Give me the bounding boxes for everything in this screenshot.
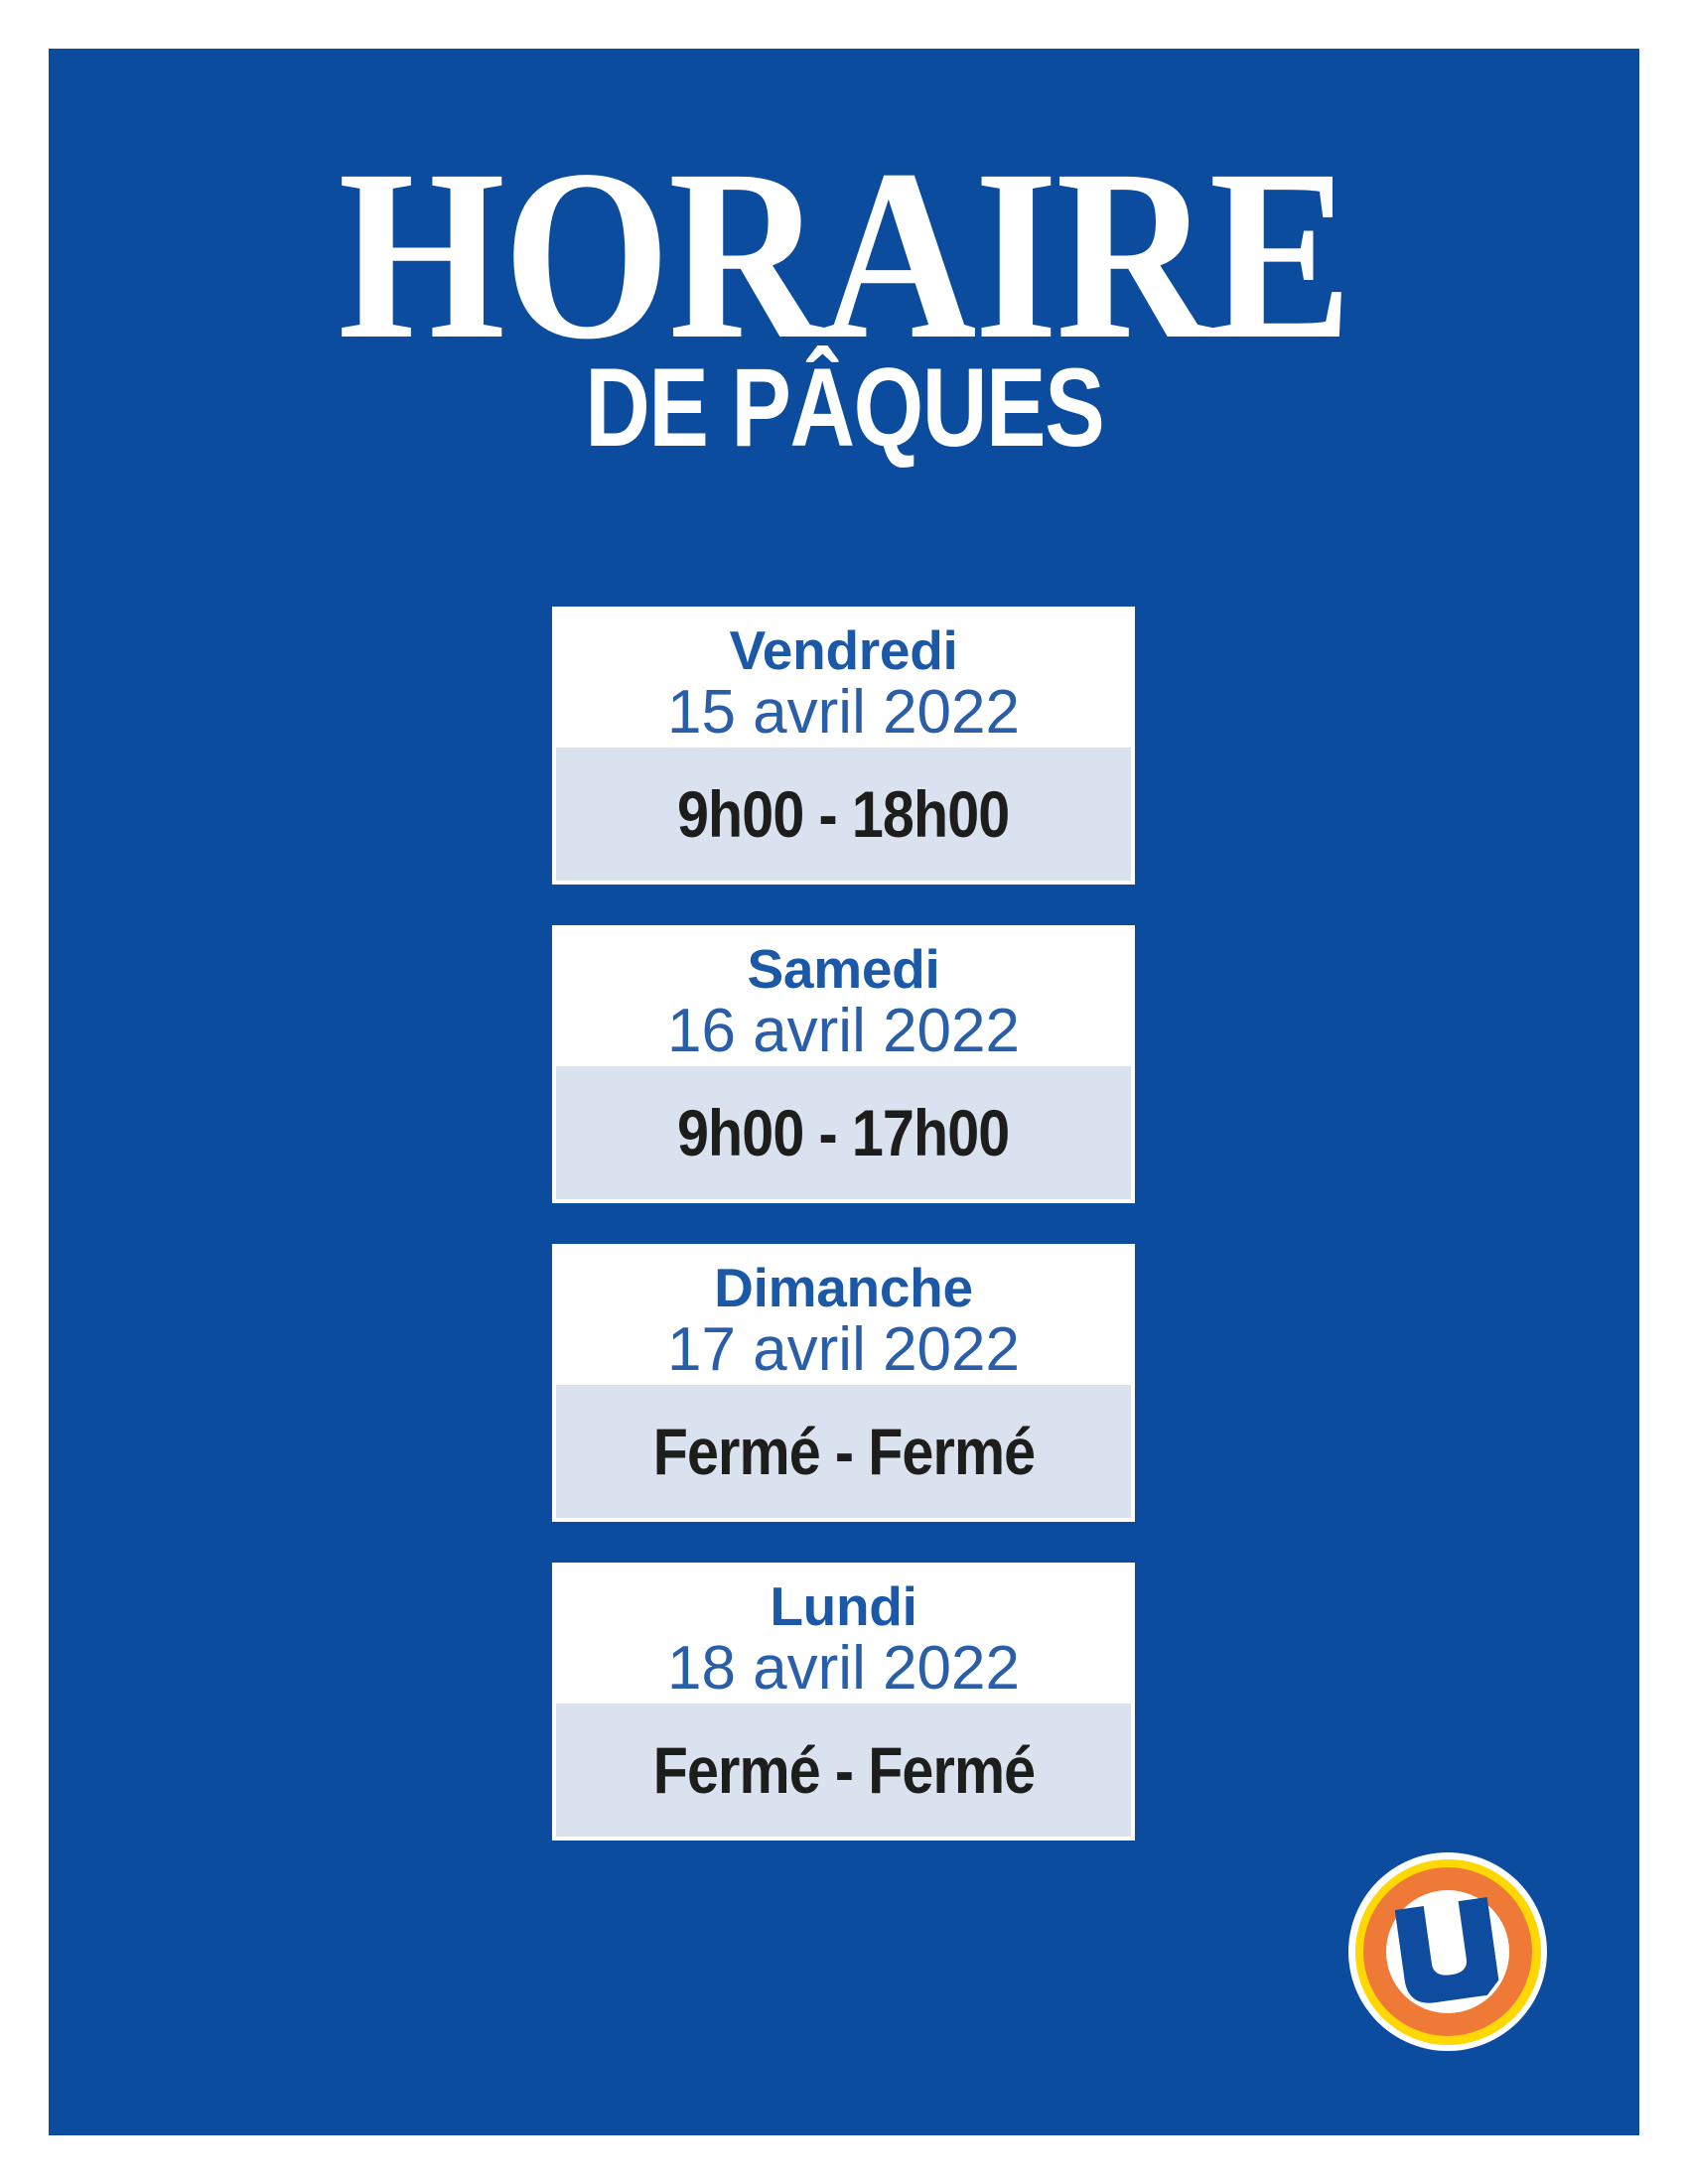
hours-label: Fermé - Fermé: [652, 1415, 1035, 1488]
poster-background: HORAIRE DE PÂQUES Vendredi 15 avril 2022…: [49, 49, 1639, 2135]
logo-inner-disc: [1386, 1890, 1509, 2013]
date-label: 18 avril 2022: [666, 1633, 1021, 1703]
card-day-section: Dimanche 17 avril 2022: [552, 1244, 1135, 1385]
schedule-card: Vendredi 15 avril 2022 9h00 - 18h00: [552, 607, 1135, 885]
card-day-section: Samedi 16 avril 2022: [552, 925, 1135, 1066]
hours-panel: Fermé - Fermé: [556, 1385, 1131, 1518]
date-label: 15 avril 2022: [666, 677, 1021, 747]
day-label: Dimanche: [714, 1257, 973, 1318]
date-label: 17 avril 2022: [666, 1314, 1021, 1384]
card-day-section: Vendredi 15 avril 2022: [552, 607, 1135, 748]
logo-yellow-ring: [1354, 1858, 1541, 2045]
brand-logo: [1348, 1852, 1547, 2051]
day-label: Lundi: [770, 1575, 917, 1637]
hours-label: Fermé - Fermé: [652, 1733, 1035, 1807]
day-label: Samedi: [747, 938, 940, 1000]
page-subtitle-text: DE PÂQUES: [584, 345, 1104, 470]
hours-panel: Fermé - Fermé: [556, 1704, 1131, 1837]
date-label: 16 avril 2022: [666, 996, 1021, 1065]
page-title-text: HORAIRE: [338, 120, 1351, 390]
hours-panel: 9h00 - 18h00: [556, 748, 1131, 881]
u-mark-icon: [1394, 1896, 1499, 2003]
page-title: HORAIRE: [49, 133, 1639, 377]
schedule-card: Dimanche 17 avril 2022 Fermé - Fermé: [552, 1244, 1135, 1522]
card-day-section: Lundi 18 avril 2022: [552, 1563, 1135, 1704]
hours-label: 9h00 - 17h00: [677, 1096, 1010, 1169]
schedule-card: Lundi 18 avril 2022 Fermé - Fermé: [552, 1563, 1135, 1841]
hours-panel: 9h00 - 17h00: [556, 1066, 1131, 1199]
logo-orange-ring: [1363, 1867, 1532, 2036]
day-label: Vendredi: [729, 619, 958, 681]
page-subtitle: DE PÂQUES: [49, 352, 1639, 464]
schedule-card: Samedi 16 avril 2022 9h00 - 17h00: [552, 925, 1135, 1203]
hours-label: 9h00 - 18h00: [677, 777, 1010, 851]
